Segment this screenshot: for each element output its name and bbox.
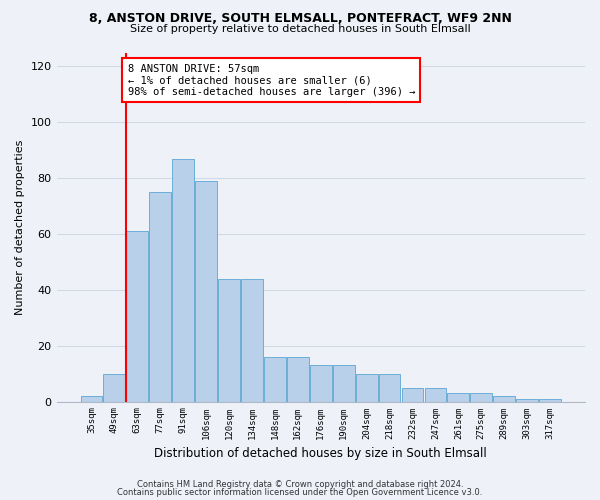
Bar xyxy=(195,181,217,402)
Bar xyxy=(310,366,332,402)
Bar xyxy=(425,388,446,402)
Bar xyxy=(333,366,355,402)
Bar xyxy=(80,396,103,402)
Bar xyxy=(493,396,515,402)
Bar xyxy=(172,158,194,402)
Bar xyxy=(287,357,309,402)
Bar xyxy=(149,192,171,402)
Bar xyxy=(264,357,286,402)
Bar xyxy=(379,374,400,402)
Bar xyxy=(356,374,377,402)
Text: Contains HM Land Registry data © Crown copyright and database right 2024.: Contains HM Land Registry data © Crown c… xyxy=(137,480,463,489)
Bar xyxy=(516,399,538,402)
Bar xyxy=(127,231,148,402)
Text: Contains public sector information licensed under the Open Government Licence v3: Contains public sector information licen… xyxy=(118,488,482,497)
Text: 8, ANSTON DRIVE, SOUTH ELMSALL, PONTEFRACT, WF9 2NN: 8, ANSTON DRIVE, SOUTH ELMSALL, PONTEFRA… xyxy=(89,12,511,26)
Bar xyxy=(448,393,469,402)
Bar xyxy=(218,278,240,402)
Y-axis label: Number of detached properties: Number of detached properties xyxy=(15,140,25,314)
Text: 8 ANSTON DRIVE: 57sqm
← 1% of detached houses are smaller (6)
98% of semi-detach: 8 ANSTON DRIVE: 57sqm ← 1% of detached h… xyxy=(128,64,415,97)
Bar xyxy=(103,374,125,402)
Bar xyxy=(241,278,263,402)
Text: Size of property relative to detached houses in South Elmsall: Size of property relative to detached ho… xyxy=(130,24,470,34)
X-axis label: Distribution of detached houses by size in South Elmsall: Distribution of detached houses by size … xyxy=(154,447,487,460)
Bar xyxy=(470,393,492,402)
Bar xyxy=(539,399,561,402)
Bar xyxy=(401,388,424,402)
